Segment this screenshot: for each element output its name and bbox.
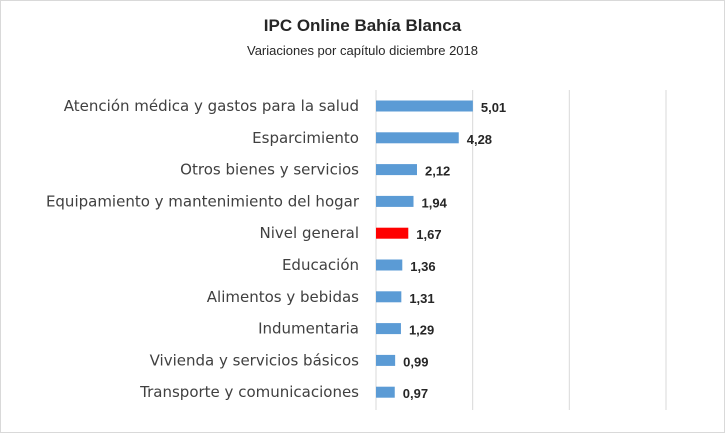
data-label: 2,12 [425, 164, 450, 179]
bar [376, 132, 459, 144]
category-label: Nivel general [260, 224, 359, 242]
category-label: Indumentaria [258, 320, 359, 338]
category-label: Atención médica y gastos para la salud [64, 97, 359, 115]
data-label: 1,94 [422, 195, 448, 210]
bar [376, 195, 414, 207]
category-label: Educación [282, 256, 359, 274]
chart-title: IPC Online Bahía Blanca [263, 16, 462, 35]
data-label: 0,97 [403, 386, 428, 401]
category-label: Equipamiento y mantenimiento del hogar [46, 192, 360, 210]
bar [376, 164, 417, 176]
data-label: 1,31 [409, 291, 434, 306]
category-label: Esparcimiento [252, 129, 359, 147]
bar [376, 291, 402, 303]
category-label: Alimentos y bebidas [207, 288, 359, 306]
data-label: 0,99 [403, 354, 428, 369]
bar [376, 100, 473, 112]
data-label: 1,67 [416, 227, 441, 242]
bar [376, 259, 403, 271]
bar [376, 386, 395, 398]
data-label: 4,28 [467, 132, 492, 147]
bar [376, 354, 396, 366]
bar [376, 323, 401, 335]
chart-subtitle: Variaciones por capítulo diciembre 2018 [246, 43, 478, 58]
data-label: 1,36 [410, 259, 435, 274]
data-label: 5,01 [481, 100, 506, 115]
category-label: Vivienda y servicios básicos [150, 351, 360, 369]
bar [376, 227, 409, 239]
data-label: 1,29 [409, 323, 434, 338]
category-label: Otros bienes y servicios [180, 161, 359, 179]
category-label: Transporte y comunicaciones [139, 383, 359, 401]
